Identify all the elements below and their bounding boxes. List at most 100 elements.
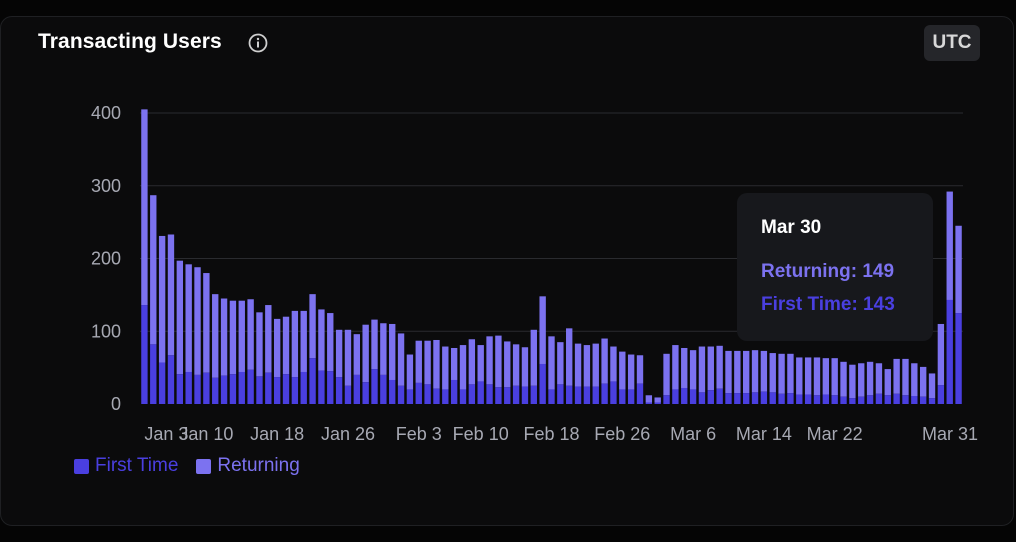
bar-returning xyxy=(504,341,511,388)
bar-returning xyxy=(566,328,573,386)
bar-first-time xyxy=(442,389,449,404)
bar-returning xyxy=(327,313,334,372)
bar-first-time xyxy=(468,384,476,404)
bar-returning xyxy=(300,310,307,372)
y-tick-label: 100 xyxy=(91,321,121,341)
bar-returning xyxy=(734,350,741,394)
chart-title: Transacting Users xyxy=(38,30,222,53)
bar-returning xyxy=(362,324,369,383)
bar-returning xyxy=(645,395,653,403)
bar-first-time xyxy=(203,372,210,404)
bar-returning xyxy=(141,109,148,306)
bar-returning xyxy=(893,358,900,394)
bar-returning xyxy=(194,267,201,375)
bar-first-time xyxy=(804,394,812,404)
x-tick-label: Mar 31 xyxy=(922,424,978,444)
bar-first-time xyxy=(504,387,511,404)
bar-returning xyxy=(548,336,555,390)
bar-first-time xyxy=(566,385,573,404)
y-tick-label: 0 xyxy=(111,394,121,414)
bar-returning xyxy=(858,363,865,397)
bar-first-time xyxy=(318,370,325,404)
bar-returning xyxy=(229,300,237,375)
bar-first-time xyxy=(167,355,175,404)
bar-returning xyxy=(406,354,414,390)
bar-first-time xyxy=(619,389,626,404)
bar-returning xyxy=(353,334,360,375)
legend-item-first-time[interactable]: First Time xyxy=(74,455,178,477)
x-tick-label: Feb 10 xyxy=(453,424,509,444)
y-tick-label: 300 xyxy=(91,176,121,196)
bar-returning xyxy=(539,296,546,364)
bar-returning xyxy=(433,339,440,389)
bar-returning xyxy=(176,260,184,375)
timezone-button[interactable]: UTC xyxy=(924,25,980,61)
bar-first-time xyxy=(185,371,192,404)
bar-first-time xyxy=(725,393,732,404)
bar-returning xyxy=(831,358,838,396)
x-tick-label: Mar 22 xyxy=(807,424,863,444)
bar-returning xyxy=(468,339,476,385)
bar-first-time xyxy=(273,377,281,404)
bar-returning xyxy=(707,346,714,391)
bar-returning xyxy=(592,343,599,387)
tooltip-date: Mar 30 xyxy=(761,217,822,238)
bar-first-time xyxy=(689,389,697,404)
y-tick-label: 400 xyxy=(91,103,121,123)
x-tick-label: Feb 3 xyxy=(396,424,442,444)
bar-first-time xyxy=(919,396,927,404)
bar-returning xyxy=(866,361,874,396)
bar-first-time xyxy=(893,393,900,404)
bar-first-time xyxy=(495,387,502,404)
bar-first-time xyxy=(866,395,874,404)
bar-first-time xyxy=(592,386,599,404)
bar-first-time xyxy=(406,389,414,404)
bar-first-time xyxy=(477,381,484,404)
bar-first-time xyxy=(194,374,201,404)
bar-first-time xyxy=(291,377,299,404)
bar-returning xyxy=(928,373,936,399)
bar-first-time xyxy=(176,374,184,404)
legend-item-returning[interactable]: Returning xyxy=(196,455,300,477)
bar-returning xyxy=(875,363,883,394)
bar-returning xyxy=(672,345,679,390)
bar-first-time xyxy=(946,299,953,404)
bar-returning xyxy=(574,343,582,387)
bar-first-time xyxy=(955,313,962,404)
bar-first-time xyxy=(849,398,856,404)
bar-first-time xyxy=(663,395,670,404)
bar-first-time xyxy=(928,398,936,404)
bar-first-time xyxy=(486,384,493,404)
bar-returning xyxy=(919,366,927,397)
bar-returning xyxy=(220,298,228,376)
y-tick-label: 200 xyxy=(91,249,121,269)
bar-returning xyxy=(512,344,520,386)
bar-returning xyxy=(203,273,210,373)
x-tick-label: Mar 6 xyxy=(670,424,716,444)
bar-returning xyxy=(397,333,405,386)
bar-returning xyxy=(521,347,529,387)
bar-first-time xyxy=(583,386,591,404)
bar-returning xyxy=(663,353,670,396)
bar-returning xyxy=(212,294,219,378)
bar-returning xyxy=(495,335,502,388)
bar-returning xyxy=(716,345,723,389)
bar-first-time xyxy=(875,393,883,404)
bar-returning xyxy=(840,361,847,397)
bar-first-time xyxy=(150,344,157,404)
bar-returning xyxy=(787,353,794,394)
bar-first-time xyxy=(141,305,148,404)
bar-returning xyxy=(725,350,732,394)
bar-returning xyxy=(238,300,245,372)
bar-returning xyxy=(167,234,175,356)
bar-first-time xyxy=(557,384,564,404)
bar-first-time xyxy=(636,383,644,404)
bar-returning xyxy=(751,350,759,393)
info-icon[interactable] xyxy=(248,33,268,53)
bar-returning xyxy=(937,323,945,386)
bar-first-time xyxy=(672,389,679,404)
bar-first-time xyxy=(937,385,945,404)
bar-returning xyxy=(769,353,776,393)
bar-first-time xyxy=(353,374,360,404)
